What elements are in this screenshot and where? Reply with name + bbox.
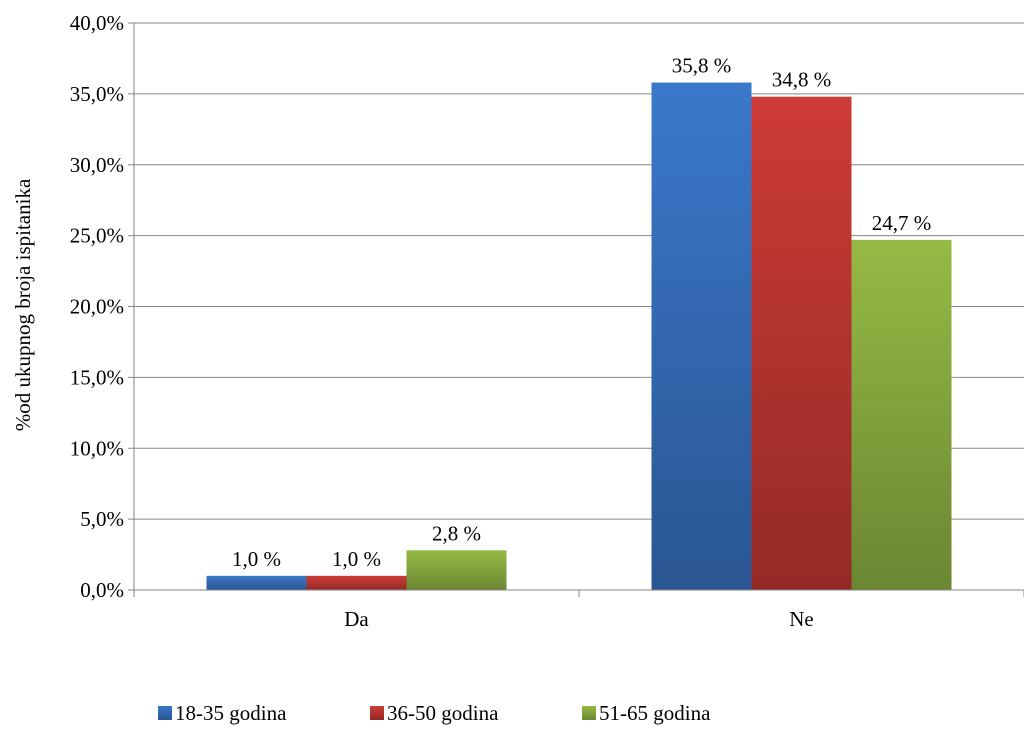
y-tick-label: 35,0% [70, 82, 124, 106]
y-axis-title: %od ukupnog broja ispitanika [11, 178, 35, 431]
legend-label: 18-35 godina [175, 701, 287, 725]
data-label: 1,0 % [232, 547, 281, 571]
legend-label: 51-65 godina [599, 701, 711, 725]
bars [206, 82, 952, 591]
data-label: 35,8 % [672, 54, 732, 78]
data-label: 1,0 % [332, 547, 381, 571]
y-tick-label: 30,0% [70, 153, 124, 177]
legend-swatch [582, 706, 596, 720]
y-tick-labels: 0,0% 5,0% 10,0% 15,0% 20,0% 25,0% 30,0% 35,0% 40… [70, 11, 134, 602]
legend-label: 36-50 godina [387, 701, 499, 725]
bar-ne-series-1 [651, 82, 752, 590]
bar-da-series-3 [406, 550, 507, 590]
data-label: 24,7 % [872, 211, 932, 235]
bar-da-series-1 [206, 575, 307, 590]
legend-swatch [370, 706, 384, 720]
data-label: 2,8 % [432, 521, 481, 545]
data-labels: 1,0 % 1,0 % 2,8 % 35,8 % 34,8 % 24,7 % [232, 54, 931, 571]
category-label: Ne [789, 607, 814, 631]
y-tick-label: 40,0% [70, 11, 124, 35]
bar-ne-series-2 [751, 96, 852, 591]
y-tick-label: 25,0% [70, 224, 124, 248]
y-tick-label: 20,0% [70, 295, 124, 319]
y-tick-label: 10,0% [70, 436, 124, 460]
gridlines [134, 22, 1024, 520]
bar-da-series-2 [306, 575, 407, 590]
legend: 18-35 godina 36-50 godina 51-65 godina [158, 701, 711, 725]
y-tick-label: 5,0% [80, 507, 124, 531]
legend-swatch [158, 706, 172, 720]
data-label: 34,8 % [772, 68, 832, 92]
y-tick-label: 15,0% [70, 365, 124, 389]
bar-ne-series-3 [851, 239, 952, 590]
category-label: Da [344, 607, 369, 631]
y-tick-label: 0,0% [80, 578, 124, 602]
category-labels: Da Ne [344, 607, 814, 631]
